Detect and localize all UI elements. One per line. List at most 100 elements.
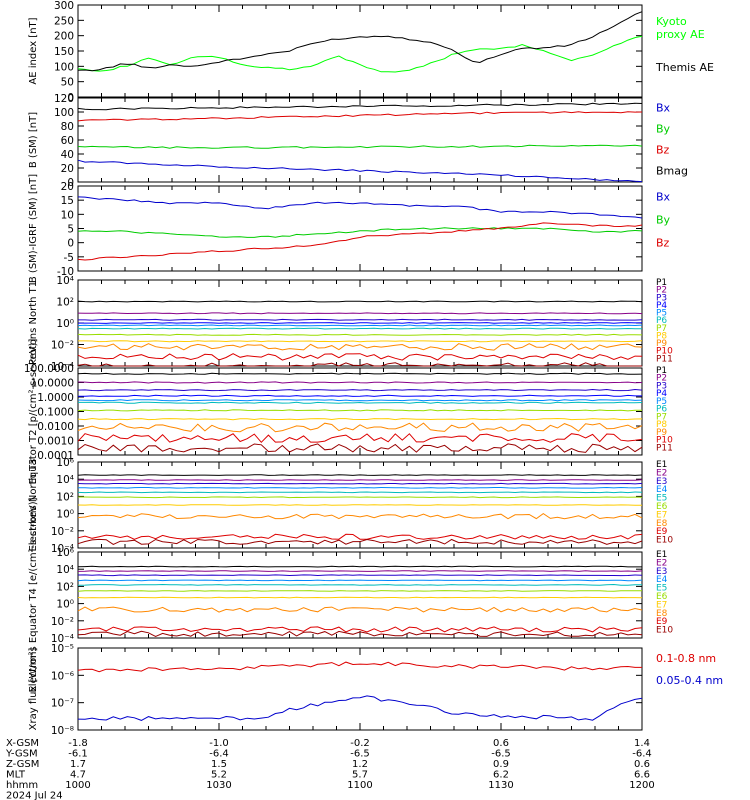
tick-row-value: 1.2 — [352, 759, 368, 770]
legend-label: P9 — [656, 428, 667, 438]
y-tick-label: 0.0001 — [37, 450, 74, 462]
y-tick-label: 10⁻² — [51, 616, 74, 628]
tick-row-value: 1.5 — [211, 759, 227, 770]
tick-row-value: 1.7 — [70, 759, 86, 770]
y-tick-label: 10⁻⁸ — [51, 725, 74, 737]
series-line-p10 — [77, 353, 643, 361]
series-line-e1 — [77, 474, 643, 476]
legend-label: P11 — [656, 443, 673, 453]
panel-2: 0 20 40 60 80 100 120 B (SM) [nT] Bx By Bz Bmag — [28, 93, 688, 189]
series-line-p6 — [78, 401, 643, 404]
y-tick-label: 0 — [67, 92, 74, 104]
tick-row-label: MLT — [6, 770, 26, 781]
series-line-e5 — [77, 583, 643, 586]
series-line-p5 — [77, 399, 643, 402]
legend-label: E5 — [656, 494, 667, 504]
legend-label: Bz — [656, 236, 670, 249]
y-tick-label: 10⁻⁴ — [51, 361, 74, 373]
legend-label: E8 — [656, 519, 668, 529]
series-line-e2 — [77, 479, 643, 481]
y-tick-label: 100.0000 — [24, 363, 74, 375]
tick-row-value: -6.5 — [491, 749, 511, 760]
y-tick-label: 10⁻⁷ — [51, 698, 74, 710]
y-tick-label: 100 — [54, 61, 74, 73]
panel-5: 0.0001 0.0010 0.0100 0.1000 1.0000 10.0000 100… — [24, 338, 673, 484]
series-line-p1 — [77, 300, 643, 303]
y-axis-title: Protons North T1 — [28, 281, 39, 365]
y-tick-label: 5 — [67, 224, 74, 236]
y-tick-label: 10² — [56, 297, 74, 309]
series-line-e7 — [77, 504, 642, 506]
y-axis-title: AE index [nT] — [28, 17, 39, 84]
series-line-e8 — [77, 512, 643, 520]
y-tick-label: 50 — [61, 77, 74, 89]
tick-row-value: 0.6 — [493, 738, 509, 749]
legend-label: P8 — [656, 420, 667, 430]
series-line-p9 — [77, 343, 643, 351]
legend-label: 0.1-0.8 nm — [656, 652, 716, 665]
panel-frame — [77, 367, 643, 456]
series-line-p3 — [78, 318, 643, 321]
y-tick-label: 10² — [56, 491, 74, 503]
tick-row-value: 5.2 — [211, 770, 227, 781]
legend-label: E7 — [656, 510, 667, 520]
legend-label: E9 — [656, 617, 668, 627]
tick-row-label: Y-GSM — [5, 749, 38, 760]
legend-label: P6 — [656, 405, 667, 415]
tick-row-value: 1130 — [488, 780, 513, 791]
series-line-p11 — [77, 362, 642, 367]
tick-row-value: 4.7 — [70, 770, 86, 781]
tick-row-value: 0.9 — [493, 759, 509, 770]
tick-row-value: 6.6 — [634, 770, 650, 781]
y-tick-label: 10⁻² — [51, 526, 74, 538]
tick-row-value: -0.2 — [350, 738, 370, 749]
series-line-e4 — [77, 579, 643, 582]
legend-label: E8 — [656, 609, 668, 619]
y-tick-label: 10² — [56, 581, 74, 593]
series-line-e3 — [77, 482, 643, 485]
legend-label: P9 — [656, 339, 667, 349]
series-line-p7 — [77, 409, 643, 412]
series-line-e6 — [77, 590, 643, 592]
series-line-p5 — [77, 324, 643, 327]
panel-frame — [77, 4, 643, 98]
y-tick-label: 10 — [61, 209, 74, 221]
tick-row-label: hhmm — [6, 780, 38, 791]
tick-row-label: Z-GSM — [6, 759, 39, 770]
series-line-p1 — [77, 372, 643, 375]
legend-label: P7 — [656, 412, 667, 422]
y-tick-label: 0.1000 — [37, 407, 74, 419]
legend-label: P7 — [656, 324, 667, 334]
position-tick-table: X-GSM -1.8 -1.0 -0.2 0.6 1.4 Y-GSM -6.1 -6.4 -6.5… — [5, 738, 655, 800]
tick-row-value: -6.1 — [68, 749, 88, 760]
y-tick-label: 120 — [54, 93, 74, 105]
panel-frame — [77, 551, 643, 639]
tick-row-value: 5.7 — [352, 770, 368, 781]
series-line-p4 — [77, 394, 642, 397]
legend-label: P3 — [656, 293, 667, 303]
y-tick-label: 20 — [61, 163, 74, 175]
y-tick-label: 10⁴ — [56, 275, 74, 287]
series-line-kyoto-proxy-ae — [77, 35, 643, 73]
y-tick-label: 100 — [54, 107, 74, 119]
series-line-by — [77, 227, 643, 238]
series-line-e6 — [78, 496, 643, 499]
y-tick-label: 1.0000 — [37, 392, 74, 404]
legend-label: E1 — [656, 550, 667, 560]
tick-row-value: -1.0 — [209, 738, 229, 749]
series-line-p2 — [77, 381, 643, 384]
y-tick-label: 10⁶ — [56, 457, 74, 469]
series-line-p8 — [78, 340, 643, 343]
series-line-bmag — [77, 102, 643, 111]
tick-row-value: 1000 — [65, 780, 90, 791]
tick-row-value: 1100 — [347, 780, 372, 791]
legend-label: P4 — [656, 389, 667, 399]
tick-row-value: 1.4 — [634, 738, 650, 749]
series-line-e10 — [77, 538, 643, 545]
y-tick-label: 60 — [61, 135, 74, 147]
y-tick-label: 10.0000 — [31, 378, 74, 390]
legend-label: Themis AE — [655, 61, 714, 74]
legend-label: P5 — [656, 309, 667, 319]
